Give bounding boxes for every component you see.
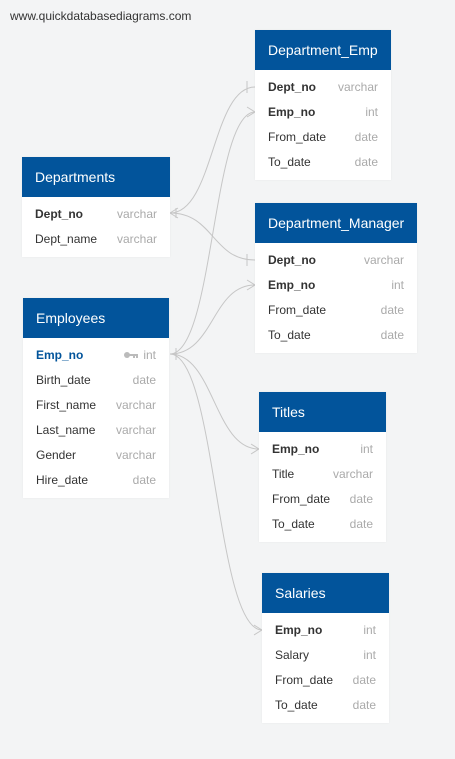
table-header[interactable]: Titles [259,392,386,432]
field-row[interactable]: Dept_no varchar [255,75,391,100]
link-employees-department-emp [169,111,256,355]
field-name: Emp_no [268,105,316,119]
field-type: varchar [115,448,156,462]
field-type: date [354,130,378,144]
field-type: int [391,278,404,292]
field-name: Emp_no [36,348,84,362]
field-name: From_date [275,673,334,687]
field-type: date [380,303,404,317]
table-titles[interactable]: Titles Emp_no int Title varchar From_date d… [259,392,386,542]
key-icon [123,343,139,368]
field-type: date [132,473,156,487]
field-row[interactable]: To_date date [255,323,417,348]
field-type: date [349,517,373,531]
watermark-text: www.quickdatabasediagrams.com [10,9,192,23]
field-row[interactable]: Dept_no varchar [255,248,417,273]
field-name: To_date [272,517,315,531]
field-row[interactable]: Emp_no int [23,343,169,368]
field-type: varchar [115,398,156,412]
field-name: Hire_date [36,473,89,487]
table-header[interactable]: Salaries [262,573,389,613]
field-name: Gender [36,448,77,462]
field-row[interactable]: Birth_date date [23,368,169,393]
many-marker [246,106,256,118]
field-row[interactable]: Hire_date date [23,468,169,493]
field-name: Dept_no [268,253,316,267]
table-department-emp[interactable]: Department_Emp Dept_no varchar Emp_no int … [255,30,391,180]
field-name: Birth_date [36,373,91,387]
field-row[interactable]: From_date date [262,668,389,693]
table-header[interactable]: Department_Manager [255,203,417,243]
field-type: varchar [116,232,157,246]
field-type: varchar [337,80,378,94]
field-name: To_date [275,698,318,712]
field-row[interactable]: First_name varchar [23,393,169,418]
field-row[interactable]: Salary int [262,643,389,668]
field-name: Last_name [36,423,96,437]
field-name: Title [272,467,295,481]
field-type: date [352,698,376,712]
field-row[interactable]: To_date date [262,693,389,718]
field-name: To_date [268,328,311,342]
field-name: First_name [36,398,97,412]
field-name: From_date [268,130,327,144]
field-row[interactable]: From_date date [255,298,417,323]
field-name: Emp_no [272,442,320,456]
field-row[interactable]: Emp_no int [262,618,389,643]
table-employees[interactable]: Employees Emp_no int Birth_date date First… [23,298,169,498]
field-type: varchar [116,207,157,221]
field-name: Emp_no [275,623,323,637]
field-row[interactable]: Emp_no int [255,273,417,298]
table-header[interactable]: Employees [23,298,169,338]
field-row[interactable]: From_date date [259,487,386,512]
field-row[interactable]: Dept_name varchar [22,227,170,252]
field-type: varchar [363,253,404,267]
field-row[interactable]: To_date date [255,150,391,175]
field-type: int [363,623,376,637]
field-name: To_date [268,155,311,169]
field-type: int [365,105,378,119]
field-row[interactable]: Title varchar [259,462,386,487]
field-row[interactable]: Gender varchar [23,443,169,468]
field-name: From_date [268,303,327,317]
field-name: Emp_no [268,278,316,292]
many-marker [253,624,263,636]
link-employees-titles [169,353,260,450]
link-employees-department-manager [169,284,256,355]
field-row[interactable]: Last_name varchar [23,418,169,443]
field-name: From_date [272,492,331,506]
field-type: date [132,373,156,387]
table-salaries[interactable]: Salaries Emp_no int Salary int From_date da… [262,573,389,723]
field-type: int [360,442,373,456]
table-header[interactable]: Department_Emp [255,30,391,70]
link-employees-salaries [169,353,263,631]
field-row[interactable]: Dept_no varchar [22,202,170,227]
many-marker [246,279,256,291]
field-type: date [349,492,373,506]
field-name: Dept_no [35,207,83,221]
field-name: Salary [275,648,310,662]
field-row[interactable]: From_date date [255,125,391,150]
table-department-manager[interactable]: Department_Manager Dept_no varchar Emp_no… [255,203,417,353]
many-marker [169,207,179,219]
field-row[interactable]: Emp_no int [255,100,391,125]
field-type: date [380,328,404,342]
many-marker [250,443,260,455]
field-type: date [354,155,378,169]
field-type: int [363,648,376,662]
field-type: date [352,673,376,687]
field-name: Dept_no [268,80,316,94]
field-type: varchar [115,423,156,437]
field-row[interactable]: To_date date [259,512,386,537]
field-row[interactable]: Emp_no int [259,437,386,462]
field-name: Dept_name [35,232,98,246]
table-departments[interactable]: Departments Dept_no varchar Dept_name varc… [22,157,170,257]
table-header[interactable]: Departments [22,157,170,197]
field-type: int [143,348,156,362]
field-type: varchar [332,467,373,481]
link-departments-department-emp [169,86,256,214]
link-departments-department-manager [169,212,256,261]
